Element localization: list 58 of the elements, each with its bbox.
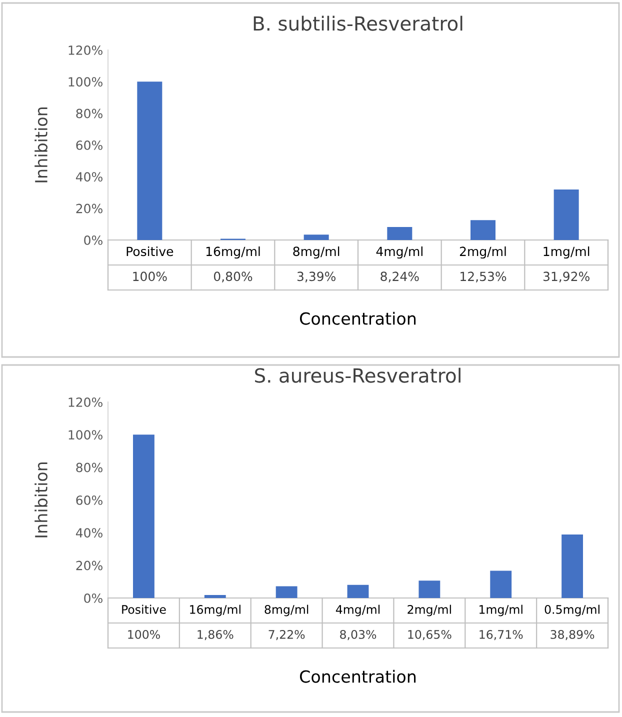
x-tick-label: 4mg/ml bbox=[336, 604, 380, 616]
data-label: 31,92% bbox=[543, 272, 590, 282]
data-label: 0,80% bbox=[214, 272, 252, 282]
bar bbox=[133, 434, 154, 598]
y-tick-label: 20% bbox=[76, 204, 102, 214]
bar bbox=[490, 570, 512, 598]
x-axis-title: Concentration bbox=[300, 312, 416, 325]
x-axis-title: Concentration bbox=[300, 670, 416, 683]
data-label: 100% bbox=[128, 630, 160, 639]
y-tick-label: 80% bbox=[76, 108, 102, 118]
bar bbox=[562, 534, 583, 598]
x-tick-label: Positive bbox=[122, 604, 166, 614]
y-tick-label: 60% bbox=[76, 140, 102, 150]
data-label: 1,86% bbox=[198, 630, 234, 640]
y-tick-label: 0% bbox=[84, 235, 102, 245]
chart-title: S. aureus-Resveratrol bbox=[255, 368, 460, 383]
data-label: 8,03% bbox=[340, 630, 376, 640]
bar bbox=[204, 594, 226, 598]
data-label: 12,53% bbox=[460, 272, 506, 282]
y-tick-label: 0% bbox=[84, 593, 102, 603]
data-label: 38,89% bbox=[550, 630, 594, 640]
x-tick-label: 8mg/ml bbox=[264, 604, 308, 616]
bar bbox=[554, 189, 579, 240]
bar bbox=[387, 226, 412, 240]
data-label: 16,71% bbox=[480, 630, 523, 640]
y-tick-label: 100% bbox=[68, 430, 102, 440]
data-label: 100% bbox=[133, 272, 167, 282]
x-tick-label: 0.5mg/ml bbox=[544, 604, 600, 616]
y-tick-label: 20% bbox=[76, 560, 102, 570]
x-tick-label: 16mg/ml bbox=[206, 246, 260, 259]
bar bbox=[276, 586, 298, 598]
y-tick-label: 100% bbox=[68, 77, 102, 87]
bar bbox=[418, 580, 440, 598]
y-tick-label: 40% bbox=[76, 172, 102, 182]
data-label: 8,24% bbox=[380, 272, 419, 282]
y-tick-label: 120% bbox=[68, 397, 102, 407]
bar bbox=[137, 82, 162, 240]
x-tick-label: 1mg/ml bbox=[480, 604, 522, 616]
data-label: 3,39% bbox=[297, 272, 336, 282]
chart-title: B. subtilis-Resveratrol bbox=[254, 16, 462, 31]
y-tick-label: 40% bbox=[76, 528, 102, 538]
x-tick-label: Positive bbox=[126, 246, 174, 256]
bar bbox=[304, 234, 329, 240]
bar bbox=[470, 220, 496, 240]
data-label: 10,65% bbox=[408, 630, 452, 640]
x-tick-label: 16mg/ml bbox=[190, 604, 240, 616]
x-tick-label: 2mg/ml bbox=[460, 246, 506, 259]
y-tick-label: 60% bbox=[76, 495, 102, 505]
x-tick-label: 2mg/ml bbox=[408, 604, 451, 616]
bar bbox=[347, 584, 369, 598]
y-tick-label: 80% bbox=[76, 462, 102, 472]
data-label: 7,22% bbox=[268, 630, 305, 640]
x-tick-label: 1mg/ml bbox=[544, 246, 590, 259]
y-axis-title: Inhibition bbox=[34, 108, 48, 182]
y-axis-title: Inhibition bbox=[34, 462, 48, 538]
y-tick-label: 120% bbox=[68, 45, 102, 55]
x-tick-label: 4mg/ml bbox=[376, 246, 422, 259]
x-tick-label: 8mg/ml bbox=[293, 246, 340, 259]
